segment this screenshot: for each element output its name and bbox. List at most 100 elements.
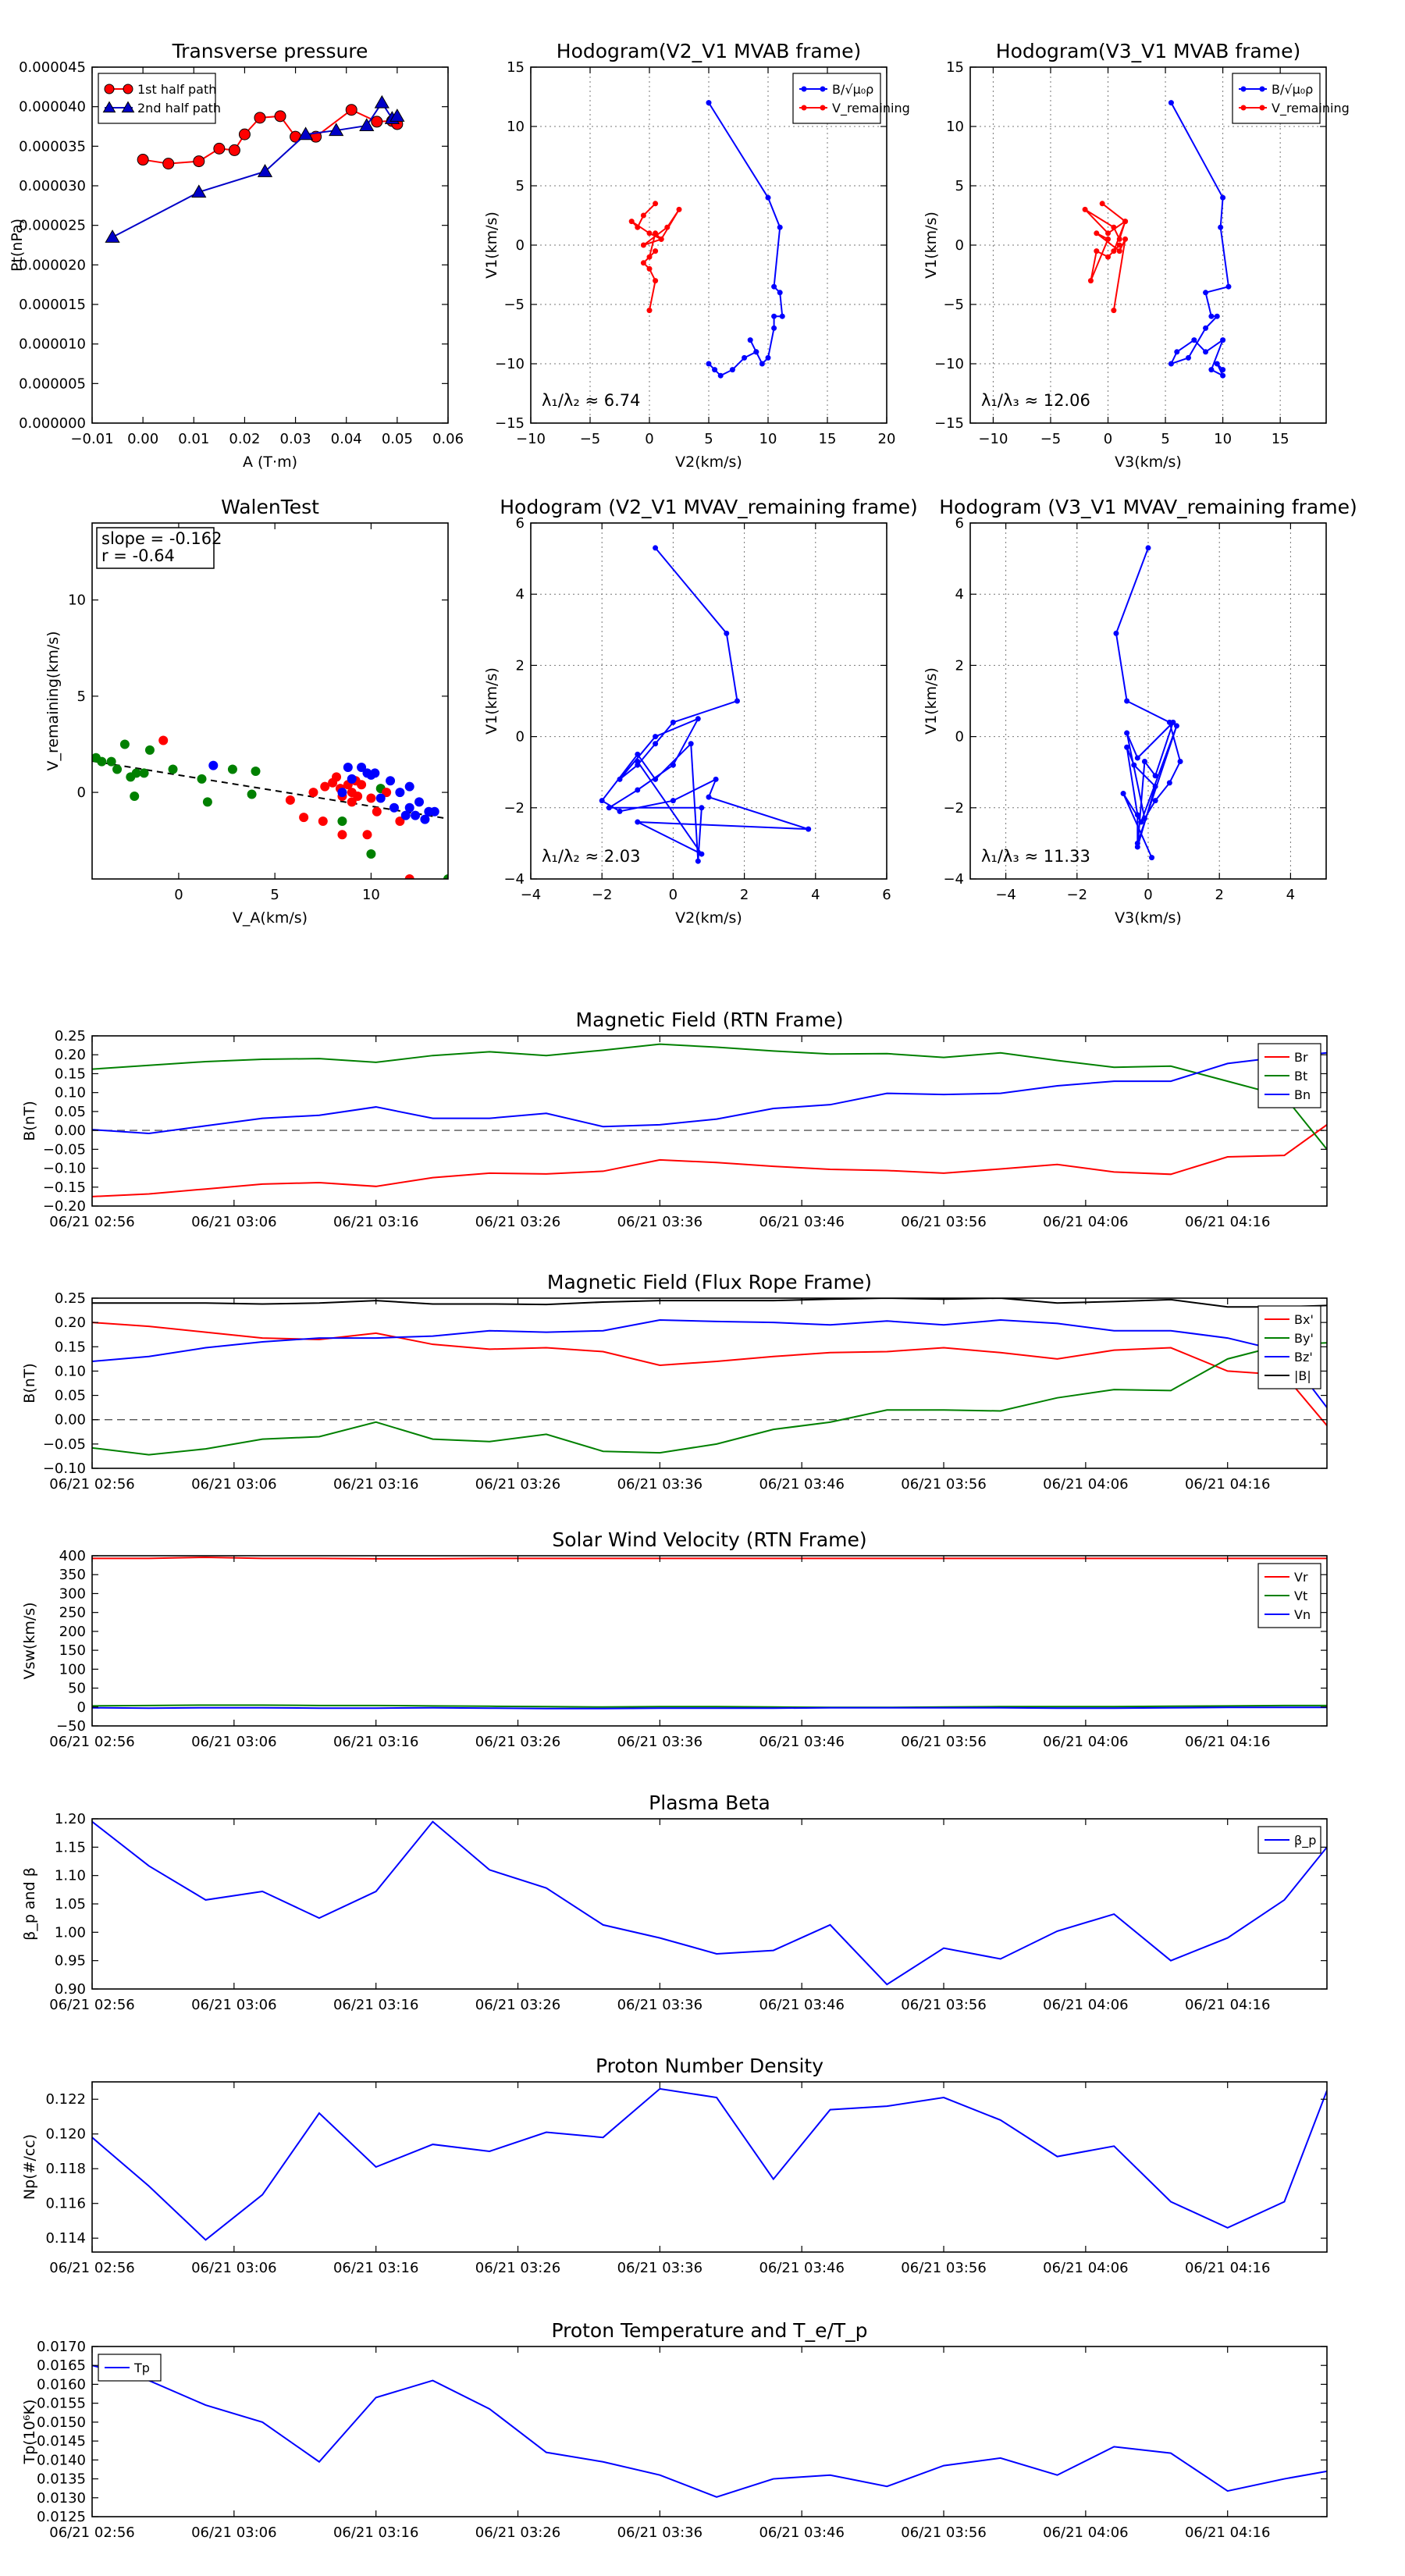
y-tick-label: 0.0145 [37,2433,86,2450]
data-point [1105,236,1112,242]
plot-area [92,2087,1327,2241]
y-tick-label: 400 [59,1548,86,1564]
x-tick-label: 06/21 03:36 [617,2524,702,2541]
y-tick-label: 0.000045 [19,59,86,76]
data-point [777,290,783,296]
series-line [92,1820,1327,1986]
data-point [251,766,261,776]
series-line [92,1051,1327,1134]
data-point [366,793,376,803]
x-tick-label: 10 [759,431,777,447]
data-point [366,849,376,859]
data-point [1220,194,1226,201]
y-tick-label: 0.000035 [19,138,86,155]
legend-marker [123,84,133,94]
y-tick-label: 50 [68,1681,86,1697]
legend-label: Br [1294,1050,1308,1065]
chart-9: 06/21 02:56 06/21 03:06 06/21 03:16 06/21 0… [21,1791,1328,2013]
x-tick-label: 06/21 02:56 [49,1734,134,1750]
y-tick-label: 1.15 [55,1839,86,1856]
plot-area [92,1556,1327,1710]
x-tick-label: 06/21 04:16 [1185,1214,1270,1230]
data-point [337,788,347,798]
data-point [771,283,777,290]
data-point [646,265,653,272]
data-point [1134,812,1140,818]
data-point [359,118,375,132]
x-tick-label: 06/21 02:56 [49,1476,134,1493]
x-tick-label: 06/21 03:16 [333,2524,418,2541]
x-tick-label: 06/21 03:06 [191,1734,276,1750]
y-tick-label: 1.10 [55,1868,86,1884]
y-tick-label: 0.0140 [37,2452,86,2468]
data-point [202,797,212,807]
annotation: λ₁/λ₃ ≈ 12.06 [981,391,1090,410]
legend-marker [121,101,135,113]
x-tick-label: 06/21 03:36 [617,1734,702,1750]
data-point [606,805,612,811]
data-point [646,254,653,260]
x-tick-label: 0 [1144,887,1152,903]
chart-11: 06/21 02:56 06/21 03:06 06/21 03:16 06/21 0… [21,2319,1328,2541]
y-tick-label: 5 [77,688,86,705]
data-point [395,788,405,798]
series-line [631,203,680,311]
legend-marker [1259,86,1265,92]
x-tick-label: 2 [740,887,749,903]
y-axis-label: B(nT) [21,1363,38,1404]
x-tick-label: 06/21 03:46 [759,1734,844,1750]
y-axis-label: Np(#/cc) [21,2134,38,2200]
data-point [653,201,659,207]
data-point [382,788,392,798]
legend: Bx' By' Bz' |B| [1257,1305,1321,1389]
data-point [1116,242,1122,248]
x-tick-label: −10 [978,431,1008,447]
data-point [343,763,353,773]
y-tick-label: 150 [59,1642,86,1659]
x-tick-label: 06/21 03:26 [475,1214,560,1230]
data-point [144,745,155,755]
x-tick-label: 0 [174,887,183,903]
x-tick-label: 06/21 03:26 [475,1997,560,2013]
data-point [400,810,411,820]
x-tick-label: 4 [811,887,820,903]
data-point [1152,783,1158,789]
x-axis-label: V2(km/s) [675,909,742,927]
data-point [1105,254,1112,260]
data-point [765,354,771,361]
data-point [706,361,712,367]
x-tick-label: 06/21 03:56 [901,2260,986,2276]
legend: Br Bt Bn [1257,1043,1321,1108]
data-point [238,128,251,141]
data-point [1105,230,1112,237]
series-line [92,1342,1327,1456]
plot-area [92,1820,1327,1986]
data-point [353,792,363,802]
chart-title: Hodogram(V3_V1 MVAB frame) [996,40,1300,62]
chart-0: −0.01 0.00 0.01 0.02 0.03 0.04 0.05 0.06 0.00000… [9,40,464,471]
x-tick-label: 0.00 [127,431,158,447]
chart-10: 06/21 02:56 06/21 03:06 06/21 03:16 06/21 0… [21,2055,1328,2276]
x-tick-label: 06/21 03:06 [191,1997,276,2013]
y-tick-label: −15 [495,415,525,432]
data-point [1111,224,1117,230]
y-tick-label: −4 [503,871,525,888]
data-point [1203,325,1209,331]
data-point [1124,730,1130,736]
data-point [635,819,641,825]
axes-frame [91,1818,1328,1990]
x-tick-label: 06/21 03:46 [759,2524,844,2541]
data-point [646,308,653,314]
data-point [1220,337,1226,343]
data-point [706,100,712,106]
plot-area [92,1298,1327,1456]
series-line [92,1124,1327,1197]
data-point [404,802,414,813]
data-point [1141,815,1147,821]
series-line [708,102,784,377]
legend-label: β_p [1294,1833,1316,1848]
y-tick-label: −10 [495,356,525,372]
data-point [106,756,116,767]
y-tick-label: 300 [59,1585,86,1602]
